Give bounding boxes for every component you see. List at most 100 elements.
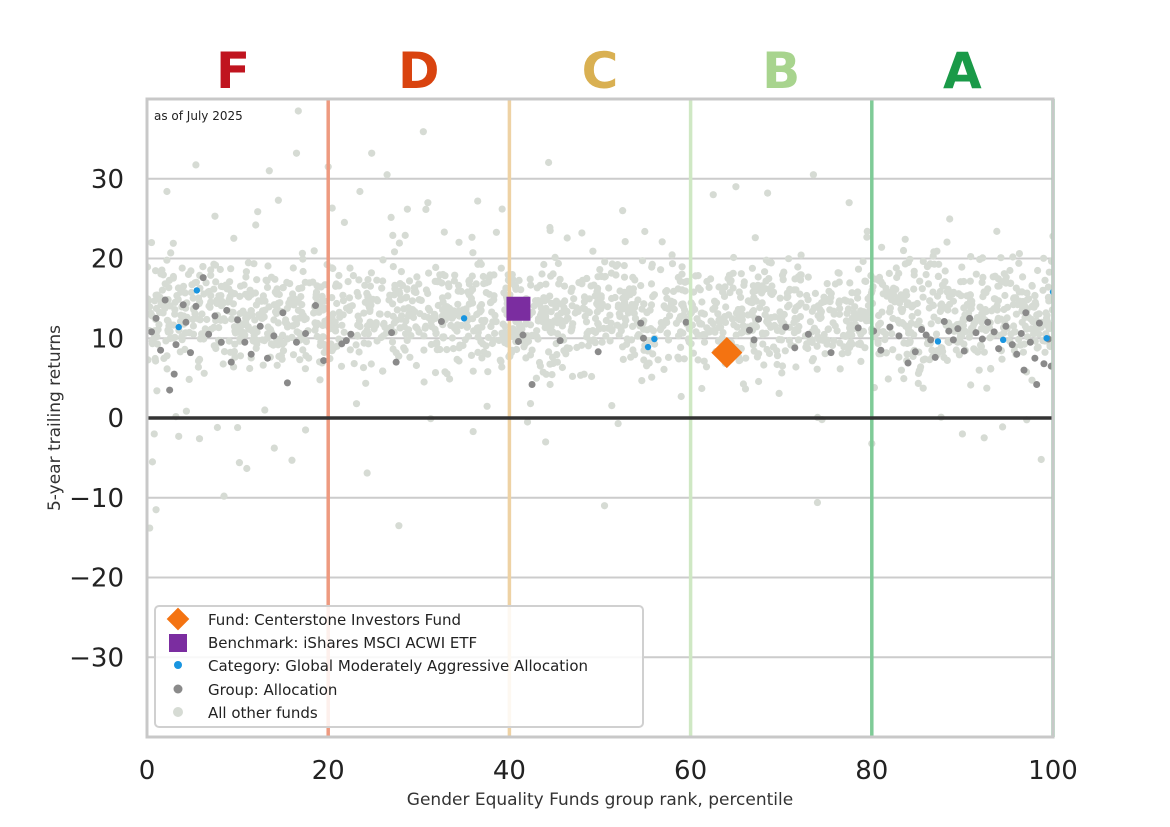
fund-marker — [711, 337, 743, 369]
other-fund-point — [523, 418, 532, 426]
group-point — [1017, 329, 1025, 337]
other-fund-point — [785, 336, 794, 345]
other-fund-point — [893, 273, 901, 282]
group-point — [342, 337, 350, 345]
other-fund-point — [271, 275, 279, 283]
other-fund-point — [498, 363, 506, 371]
other-fund-point — [538, 270, 546, 278]
other-fund-point — [811, 289, 820, 297]
group-point — [682, 318, 690, 326]
other-fund-point — [152, 506, 160, 514]
other-fund-point — [283, 320, 291, 328]
other-fund-point — [736, 316, 744, 324]
other-fund-point — [549, 270, 557, 278]
other-fund-point — [936, 287, 944, 296]
category-point — [934, 338, 942, 345]
other-fund-point — [425, 269, 433, 277]
other-fund-point — [619, 207, 627, 215]
other-fund-point — [919, 257, 927, 265]
other-fund-point — [310, 247, 318, 255]
other-fund-point — [734, 306, 743, 314]
other-fund-point — [897, 291, 905, 299]
other-fund-point — [681, 278, 689, 286]
other-fund-point — [345, 294, 354, 302]
other-fund-point — [246, 286, 254, 294]
other-fund-point — [426, 306, 434, 314]
other-fund-point — [719, 329, 727, 337]
other-fund-point — [629, 273, 637, 281]
other-fund-point — [167, 249, 175, 257]
other-fund-point — [1035, 310, 1043, 318]
other-fund-point — [968, 324, 976, 332]
other-fund-point — [547, 322, 555, 330]
other-fund-point — [153, 291, 162, 299]
group-point — [755, 315, 763, 323]
other-fund-point — [450, 277, 458, 285]
other-fund-point — [702, 363, 711, 371]
other-fund-point — [936, 307, 944, 315]
other-fund-point — [567, 287, 575, 295]
other-fund-point — [359, 364, 368, 372]
other-fund-point — [345, 306, 353, 314]
other-fund-point — [361, 281, 369, 289]
other-fund-point — [492, 228, 500, 236]
other-fund-point — [612, 262, 620, 270]
other-fund-point — [884, 375, 892, 383]
other-fund-point — [820, 293, 828, 301]
other-fund-point — [526, 275, 534, 283]
group-point — [279, 309, 287, 317]
other-fund-point — [854, 288, 862, 296]
other-fund-point — [349, 272, 357, 280]
other-fund-point — [422, 205, 430, 213]
other-fund-point — [834, 269, 842, 277]
group-point — [904, 359, 912, 367]
other-fund-point — [828, 341, 837, 350]
other-fund-point — [637, 282, 645, 290]
other-fund-point — [547, 308, 555, 316]
other-fund-point — [578, 341, 586, 349]
legend-box — [154, 605, 644, 728]
other-fund-point — [1011, 328, 1019, 336]
group-point — [745, 326, 753, 334]
other-fund-point — [403, 285, 411, 293]
group-point — [978, 335, 986, 343]
other-fund-point — [562, 307, 570, 315]
other-fund-point — [528, 308, 537, 316]
other-fund-point — [405, 277, 414, 285]
other-fund-point — [796, 276, 805, 284]
x-tick-label: 40 — [493, 756, 526, 786]
other-fund-point — [853, 314, 861, 322]
other-fund-point — [536, 362, 545, 370]
other-fund-point — [265, 167, 273, 175]
other-fund-point — [803, 340, 811, 348]
other-fund-point — [211, 261, 220, 269]
other-fund-point — [481, 316, 489, 324]
other-fund-point — [563, 234, 571, 242]
other-fund-point — [758, 329, 767, 337]
other-fund-point — [847, 338, 855, 346]
other-fund-point — [958, 430, 967, 438]
category-point — [193, 287, 201, 294]
group-point — [1040, 360, 1048, 368]
grade-label-C: C — [582, 42, 619, 100]
other-fund-point — [156, 308, 164, 316]
group-point — [639, 334, 647, 342]
other-fund-point — [499, 320, 507, 328]
other-fund-point — [226, 278, 234, 286]
other-fund-point — [545, 348, 553, 356]
other-fund-point — [888, 288, 896, 296]
other-fund-point — [152, 267, 160, 275]
other-fund-point — [528, 331, 536, 339]
other-fund-point — [604, 303, 612, 311]
other-fund-point — [484, 278, 492, 286]
group-point — [256, 322, 264, 330]
other-fund-point — [469, 249, 477, 257]
other-fund-point — [929, 288, 937, 296]
other-fund-point — [896, 299, 904, 307]
other-fund-point — [301, 426, 310, 434]
other-fund-point — [277, 352, 285, 360]
group-point — [984, 318, 992, 326]
other-fund-point — [615, 331, 623, 339]
other-fund-point — [732, 183, 740, 191]
group-point — [157, 346, 165, 354]
